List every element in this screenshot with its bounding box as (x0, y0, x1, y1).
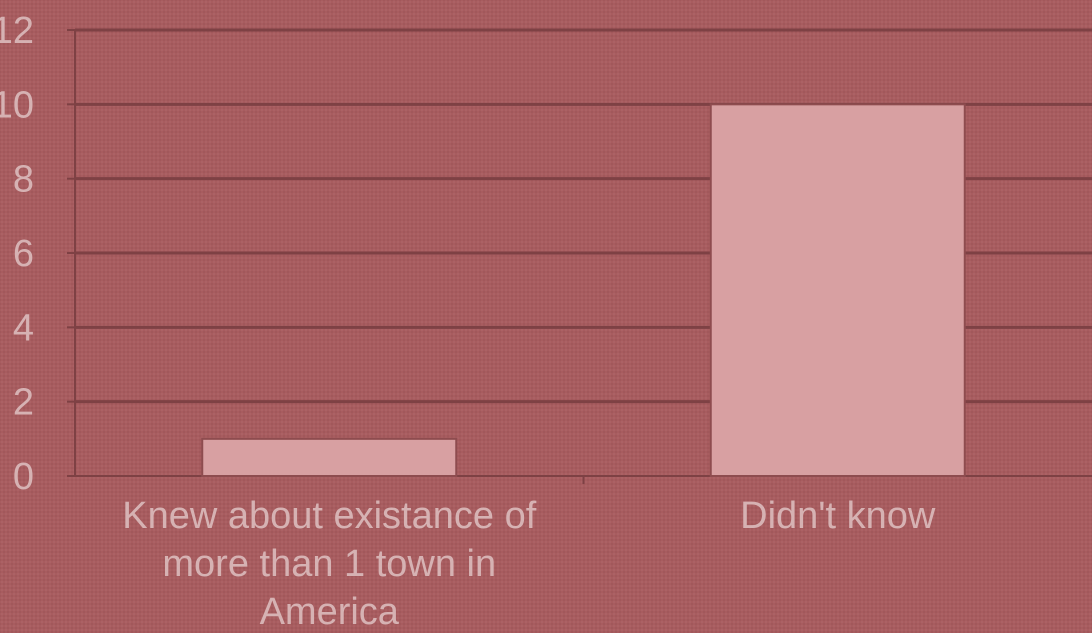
y-tick-label: 12 (0, 10, 34, 52)
y-tick-label: 10 (0, 84, 34, 126)
y-tick-label: 4 (13, 307, 34, 349)
y-tick-label: 6 (13, 233, 34, 275)
y-axis-tick-labels: 0 2 4 6 8 10 12 (0, 10, 34, 498)
y-tick-label: 2 (13, 382, 34, 424)
x-category-label-line: more than 1 town in (162, 543, 496, 585)
x-category-label-line: America (260, 591, 400, 633)
x-category-label-line: Didn't know (740, 495, 936, 537)
bar (201, 437, 458, 478)
bar (709, 103, 966, 477)
x-category-label-line: Knew about existance of (122, 495, 536, 537)
x-axis-category-labels: Knew about existance of more than 1 town … (122, 495, 936, 633)
x-category-label: Didn't know (740, 495, 936, 537)
x-category-label: Knew about existance of more than 1 town … (122, 495, 536, 633)
y-tick-label: 8 (13, 159, 34, 201)
bars (201, 103, 966, 478)
y-tick-label: 0 (13, 456, 34, 498)
